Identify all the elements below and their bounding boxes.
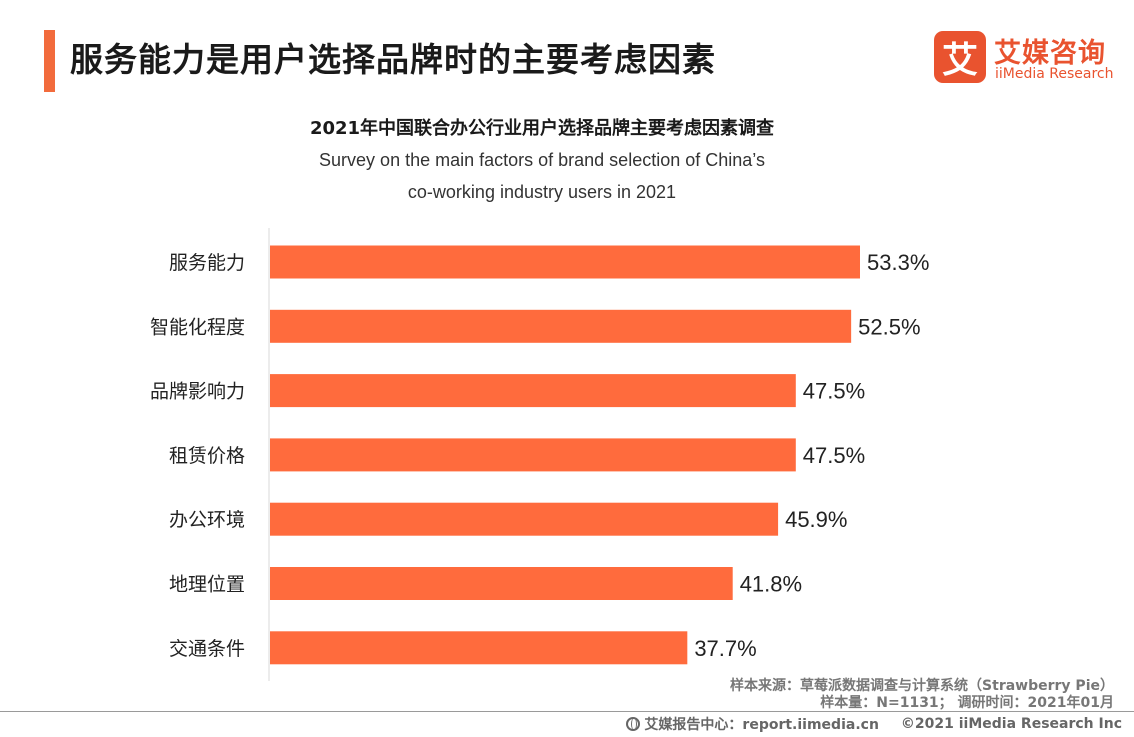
bar-2 (270, 309, 852, 343)
bar-6 (270, 567, 733, 600)
globe-icon (626, 717, 641, 731)
logo-name-en: iiMedia Research (995, 66, 1114, 82)
chart-subtitle-line2: co-working industry users in 2021 (407, 182, 677, 202)
category-label-4: 租赁价格 (169, 445, 245, 467)
footer-copyright: ©2021 iiMedia Research Inc (900, 716, 1122, 732)
bar-4 (270, 438, 796, 472)
category-label-3: 品牌影响力 (150, 381, 245, 403)
chart-subtitle-line1: Survey on the main factors of brand sele… (319, 150, 765, 170)
value-label-3: 47.5% (803, 379, 865, 404)
category-label-5: 办公环境 (169, 509, 245, 531)
value-label-4: 47.5% (803, 443, 865, 468)
title-accent-bar (44, 30, 55, 92)
category-label-2: 智能化程度 (150, 316, 245, 338)
category-label-1: 服务能力 (169, 252, 245, 274)
bar-3 (270, 374, 796, 408)
value-label-1: 53.3% (867, 250, 929, 275)
bar-7 (270, 631, 688, 665)
footer-divider (0, 711, 1134, 712)
bar-5 (270, 502, 779, 536)
footer-site: 艾媒报告中心：report.iimedia.cn (644, 717, 879, 733)
page-title: 服务能力是用户选择品牌时的主要考虑因素 (70, 40, 716, 79)
bar-1 (270, 245, 860, 279)
logo-mark-icon: 艾 (934, 31, 986, 83)
value-label-7: 37.7% (694, 636, 756, 661)
footer: 艾媒报告中心：report.iimedia.cn ©2021 iiMedia R… (626, 714, 1122, 734)
value-label-2: 52.5% (858, 314, 920, 339)
value-label-5: 45.9% (785, 507, 847, 532)
source-note: 样本来源：草莓派数据调查与计算系统（Strawberry Pie） (730, 678, 1114, 694)
value-label-6: 41.8% (740, 572, 802, 597)
logo-name-cn: 艾媒咨询 (994, 38, 1106, 69)
iimedia-logo: 艾 艾媒咨询 iiMedia Research (934, 31, 1114, 87)
sample-note: 样本量：N=1131； 调研时间：2021年01月 (820, 695, 1114, 711)
category-label-6: 地理位置 (169, 574, 245, 596)
chart-title: 2021年中国联合办公行业用户选择品牌主要考虑因素调查 (309, 118, 775, 139)
category-label-7: 交通条件 (169, 638, 245, 660)
